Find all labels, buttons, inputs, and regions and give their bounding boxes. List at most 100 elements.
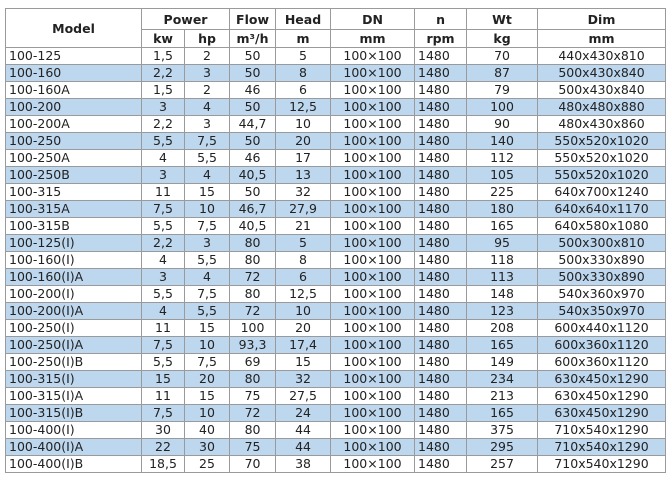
cell-dim: 630x450x1290 bbox=[537, 404, 667, 422]
cell-model: 100-160(I)A bbox=[5, 268, 142, 286]
table-row: 100-125(I) 2,2 3 80 5 100×100 1480 95 500x300x81… bbox=[5, 234, 667, 252]
header-wt: Wt bbox=[466, 8, 539, 30]
cell-model: 100-125 bbox=[5, 47, 142, 65]
cell-head: 10 bbox=[275, 115, 332, 133]
cell-flow: 40,5 bbox=[229, 166, 277, 184]
cell-kw: 1,5 bbox=[141, 81, 185, 99]
cell-hp: 7,5 bbox=[183, 132, 231, 150]
cell-head: 44 bbox=[275, 421, 332, 439]
cell-flow: 46,7 bbox=[229, 200, 277, 218]
cell-flow: 50 bbox=[229, 98, 277, 116]
table-row: 100-125 1,5 2 50 5 100×100 1480 70 440x430x810 bbox=[5, 47, 667, 65]
unit-dn: mm bbox=[330, 29, 416, 48]
cell-hp: 15 bbox=[183, 183, 231, 201]
cell-head: 15 bbox=[275, 353, 332, 371]
table-row: 100-315B 5,5 7,5 40,5 21 100×100 1480 165 640x58… bbox=[5, 217, 667, 235]
cell-hp: 4 bbox=[183, 98, 231, 116]
cell-dn: 100×100 bbox=[330, 200, 416, 218]
cell-rpm: 1480 bbox=[414, 438, 468, 456]
cell-head: 32 bbox=[275, 370, 332, 388]
cell-rpm: 1480 bbox=[414, 285, 468, 303]
cell-hp: 5,5 bbox=[183, 251, 231, 269]
cell-kw: 11 bbox=[141, 183, 185, 201]
cell-kw: 15 bbox=[141, 370, 185, 388]
cell-dim: 710x540x1290 bbox=[537, 421, 667, 439]
pump-spec-table: Model Power Flow Head DN n Wt Dim kw hp … bbox=[5, 8, 667, 473]
cell-flow: 72 bbox=[229, 404, 277, 422]
cell-dn: 100×100 bbox=[330, 217, 416, 235]
cell-kw: 4 bbox=[141, 149, 185, 167]
cell-dim: 600x440x1120 bbox=[537, 319, 667, 337]
cell-wt: 87 bbox=[466, 64, 539, 82]
cell-rpm: 1480 bbox=[414, 115, 468, 133]
cell-rpm: 1480 bbox=[414, 166, 468, 184]
table-row: 100-400(I)B 18,5 25 70 38 100×100 1480 257 710x5… bbox=[5, 455, 667, 473]
cell-rpm: 1480 bbox=[414, 81, 468, 99]
unit-dim: mm bbox=[537, 29, 667, 48]
cell-kw: 2,2 bbox=[141, 234, 185, 252]
cell-hp: 20 bbox=[183, 370, 231, 388]
cell-wt: 208 bbox=[466, 319, 539, 337]
table-body: 100-125 1,5 2 50 5 100×100 1480 70 440x430x810 10… bbox=[5, 47, 667, 473]
cell-wt: 225 bbox=[466, 183, 539, 201]
cell-dim: 710x540x1290 bbox=[537, 438, 667, 456]
table-row: 100-160 2,2 3 50 8 100×100 1480 87 500x430x840 bbox=[5, 64, 667, 82]
cell-head: 17 bbox=[275, 149, 332, 167]
cell-rpm: 1480 bbox=[414, 404, 468, 422]
header-power: Power bbox=[140, 8, 231, 30]
cell-rpm: 1480 bbox=[414, 98, 468, 116]
table-row: 100-160(I)A 3 4 72 6 100×100 1480 113 500x330x89… bbox=[5, 268, 667, 286]
cell-kw: 5,5 bbox=[141, 353, 185, 371]
cell-wt: 165 bbox=[466, 336, 539, 354]
header-n: n bbox=[414, 8, 468, 30]
cell-hp: 7,5 bbox=[183, 217, 231, 235]
cell-model: 100-315A bbox=[5, 200, 142, 218]
cell-head: 13 bbox=[275, 166, 332, 184]
cell-hp: 15 bbox=[183, 319, 231, 337]
cell-dn: 100×100 bbox=[330, 268, 416, 286]
cell-wt: 79 bbox=[466, 81, 539, 99]
cell-hp: 3 bbox=[183, 115, 231, 133]
cell-model: 100-160A bbox=[5, 81, 142, 99]
cell-flow: 80 bbox=[229, 234, 277, 252]
cell-flow: 75 bbox=[229, 438, 277, 456]
cell-flow: 50 bbox=[229, 132, 277, 150]
cell-hp: 3 bbox=[183, 234, 231, 252]
cell-wt: 295 bbox=[466, 438, 539, 456]
cell-rpm: 1480 bbox=[414, 251, 468, 269]
table-row: 100-250A 4 5,5 46 17 100×100 1480 112 550x520x10… bbox=[5, 149, 667, 167]
cell-flow: 69 bbox=[229, 353, 277, 371]
cell-dim: 500x330x890 bbox=[537, 251, 667, 269]
cell-rpm: 1480 bbox=[414, 370, 468, 388]
cell-head: 20 bbox=[275, 319, 332, 337]
cell-head: 6 bbox=[275, 268, 332, 286]
cell-dn: 100×100 bbox=[330, 285, 416, 303]
cell-kw: 18,5 bbox=[141, 455, 185, 473]
unit-n: rpm bbox=[414, 29, 468, 48]
cell-model: 100-125(I) bbox=[5, 234, 142, 252]
cell-rpm: 1480 bbox=[414, 319, 468, 337]
cell-head: 27,5 bbox=[275, 387, 332, 405]
table-row: 100-250(I)B 5,5 7,5 69 15 100×100 1480 149 600x3… bbox=[5, 353, 667, 371]
cell-wt: 375 bbox=[466, 421, 539, 439]
cell-hp: 25 bbox=[183, 455, 231, 473]
cell-dn: 100×100 bbox=[330, 47, 416, 65]
cell-model: 100-315(I) bbox=[5, 370, 142, 388]
cell-dn: 100×100 bbox=[330, 234, 416, 252]
unit-head: m bbox=[275, 29, 332, 48]
header-model: Model bbox=[5, 8, 142, 48]
cell-kw: 4 bbox=[141, 251, 185, 269]
cell-wt: 100 bbox=[466, 98, 539, 116]
cell-dim: 550x520x1020 bbox=[537, 166, 667, 184]
cell-dim: 640x640x1170 bbox=[537, 200, 667, 218]
cell-flow: 75 bbox=[229, 387, 277, 405]
cell-flow: 80 bbox=[229, 421, 277, 439]
table-row: 100-200A 2,2 3 44,7 10 100×100 1480 90 480x430x8… bbox=[5, 115, 667, 133]
cell-wt: 149 bbox=[466, 353, 539, 371]
cell-hp: 4 bbox=[183, 268, 231, 286]
cell-model: 100-400(I)B bbox=[5, 455, 142, 473]
cell-head: 32 bbox=[275, 183, 332, 201]
cell-kw: 4 bbox=[141, 302, 185, 320]
cell-head: 5 bbox=[275, 234, 332, 252]
header-row: Model Power Flow Head DN n Wt Dim bbox=[5, 8, 667, 48]
